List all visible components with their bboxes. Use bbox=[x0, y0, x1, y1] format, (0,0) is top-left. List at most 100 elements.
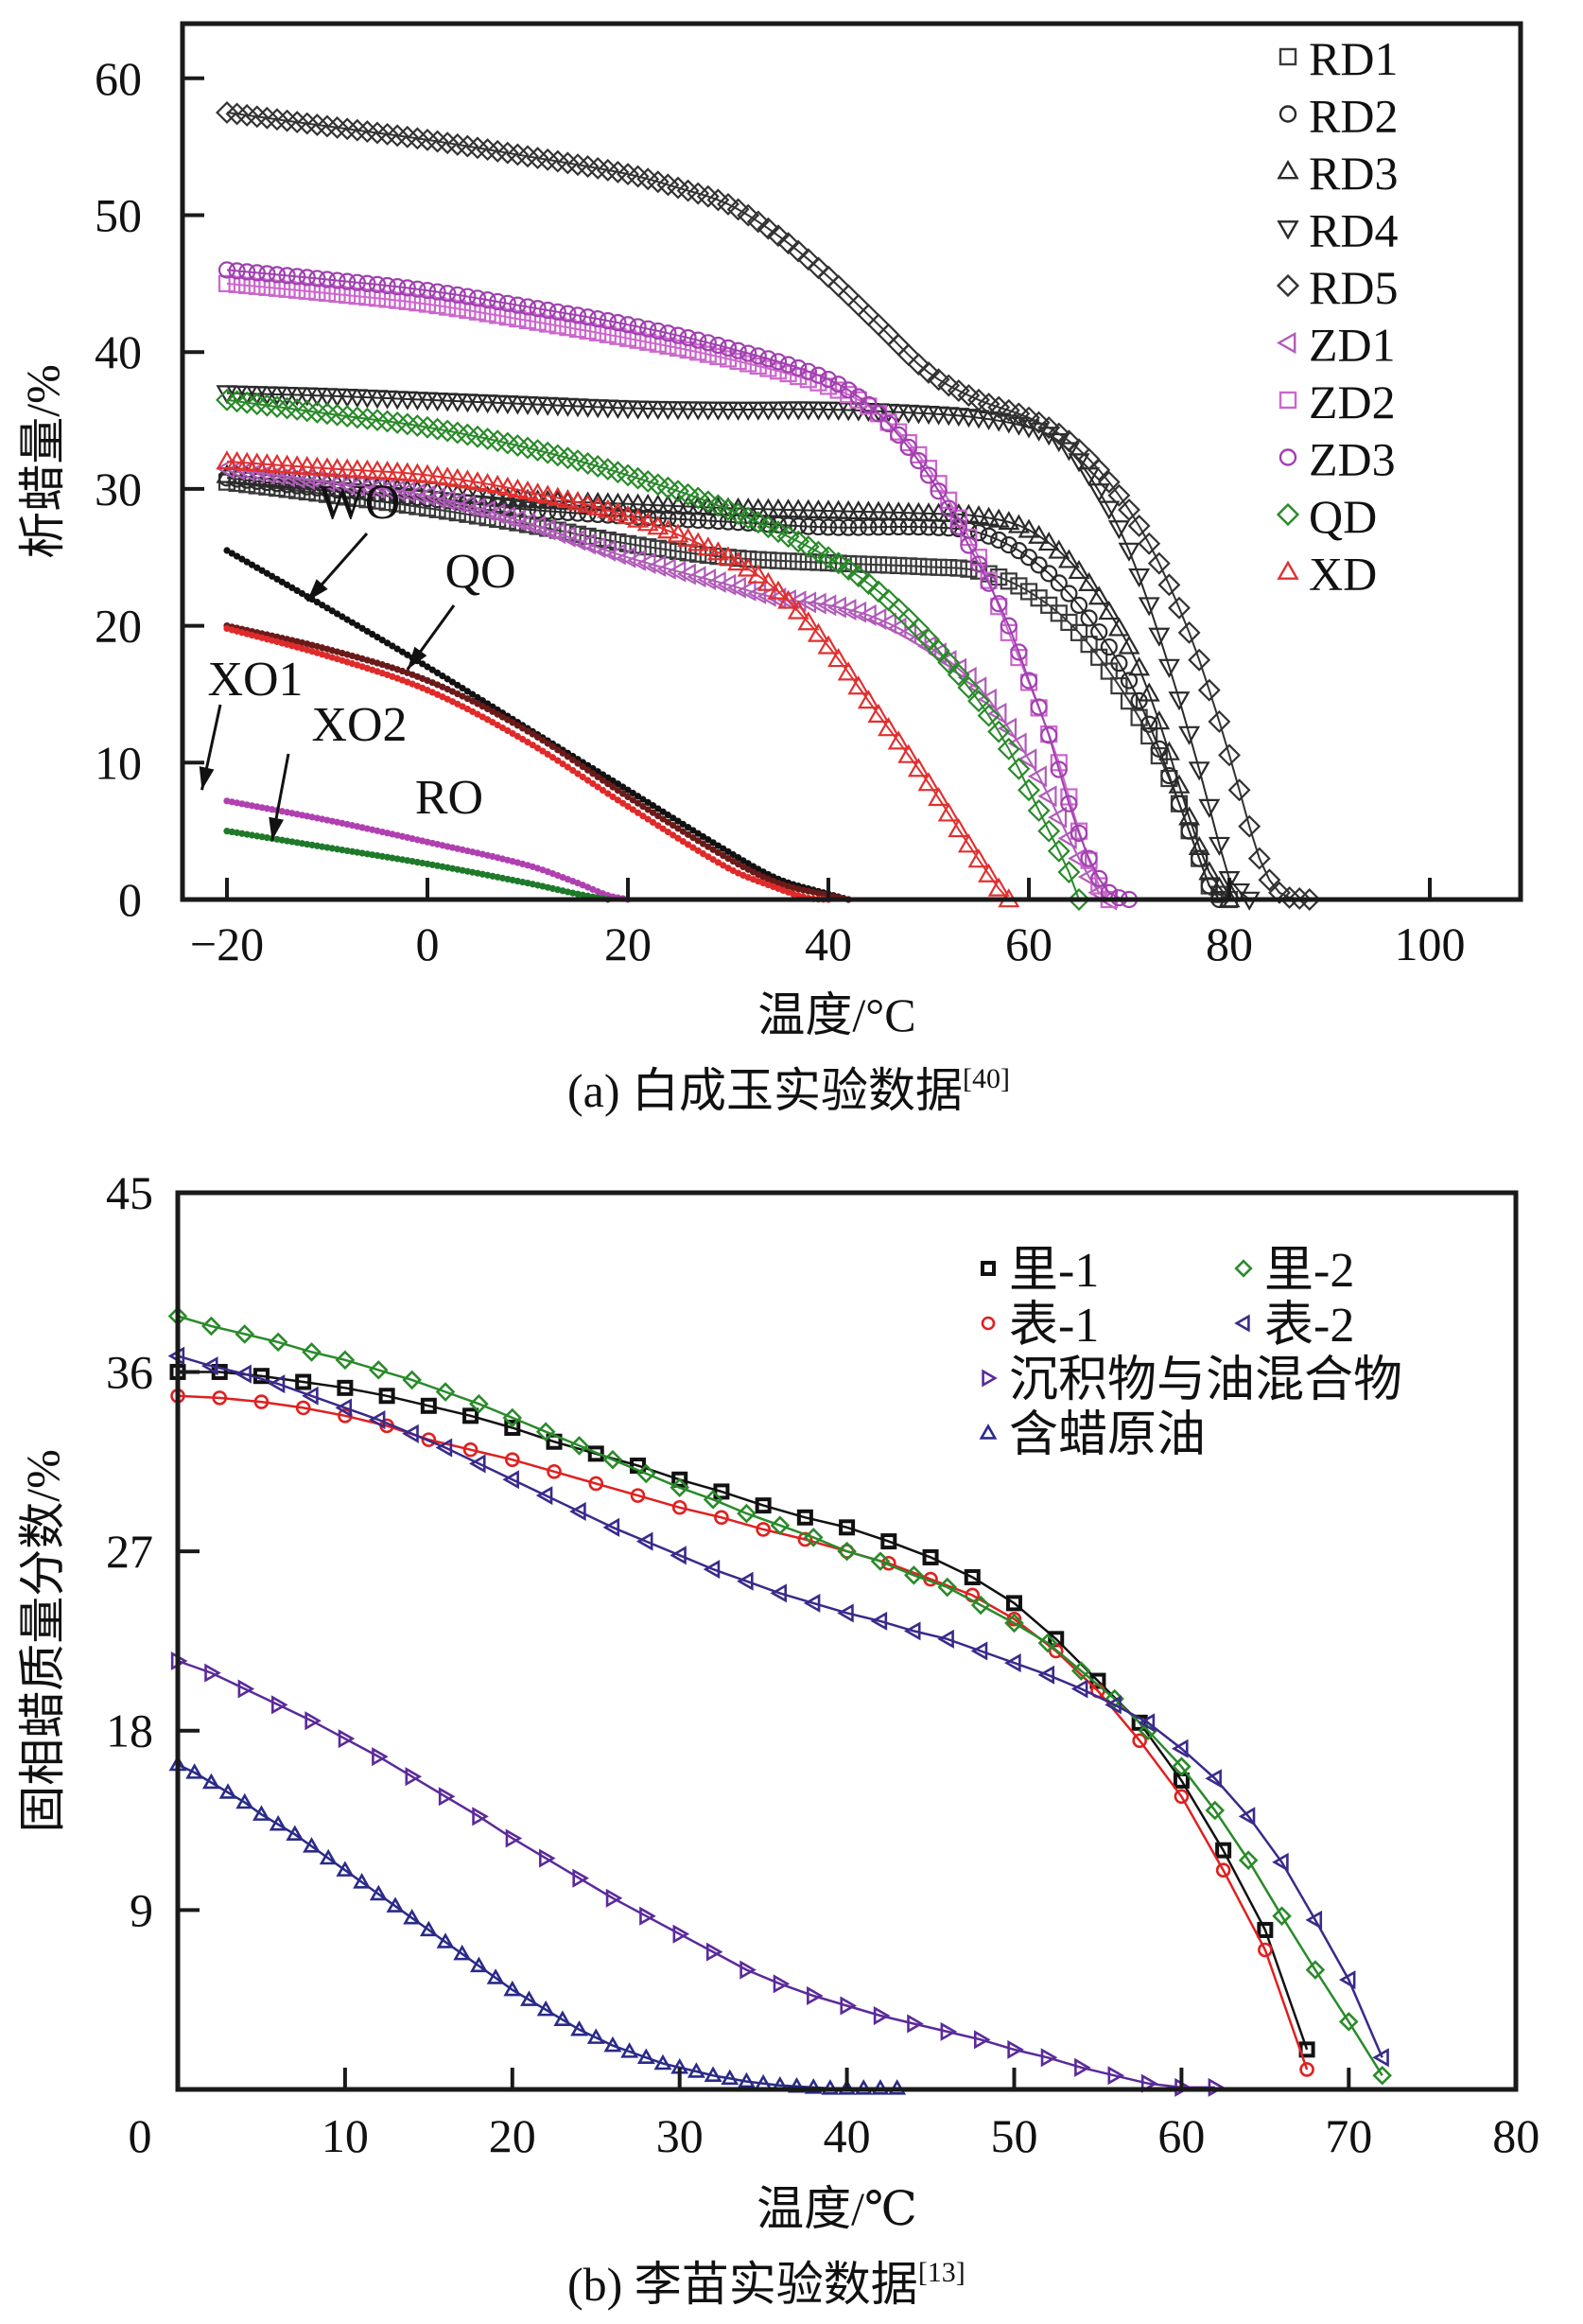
data-point bbox=[554, 757, 562, 764]
data-point bbox=[345, 118, 369, 142]
data-point bbox=[409, 280, 426, 298]
data-point bbox=[940, 2021, 958, 2041]
data-point bbox=[298, 589, 306, 598]
data-point bbox=[536, 2000, 555, 2017]
data-point bbox=[386, 124, 409, 148]
legend-marker-icon bbox=[1276, 331, 1296, 355]
data-point bbox=[679, 828, 687, 835]
data-point bbox=[375, 478, 395, 500]
data-point bbox=[756, 1522, 771, 1537]
data-point bbox=[278, 280, 296, 298]
data-point bbox=[336, 117, 359, 141]
data-point bbox=[635, 793, 642, 800]
legend-marker-icon bbox=[1277, 560, 1299, 580]
panel-b-caption: (b) 李苗实验数据[13] bbox=[567, 2257, 965, 2311]
data-point bbox=[1168, 691, 1191, 711]
legend-marker-icon bbox=[979, 1424, 998, 1440]
data-point bbox=[1100, 638, 1118, 656]
data-point bbox=[1000, 617, 1018, 635]
data-point bbox=[1074, 2057, 1091, 2077]
data-point bbox=[604, 790, 612, 797]
data-point bbox=[469, 1393, 489, 1414]
data-point bbox=[518, 311, 537, 330]
data-point bbox=[1047, 422, 1070, 446]
data-point bbox=[216, 450, 238, 470]
data-point bbox=[518, 298, 537, 316]
data-point bbox=[817, 594, 837, 617]
data-point bbox=[539, 737, 547, 744]
data-point bbox=[837, 558, 861, 581]
data-point bbox=[694, 847, 702, 854]
data-point bbox=[735, 860, 742, 868]
data-point bbox=[644, 798, 652, 806]
data-point bbox=[238, 555, 246, 563]
data-point bbox=[298, 840, 306, 847]
data-point bbox=[548, 754, 557, 761]
data-point bbox=[243, 558, 251, 566]
data-point bbox=[436, 466, 459, 486]
x-tick-label: 20 bbox=[604, 917, 652, 970]
data-point bbox=[218, 1783, 237, 1799]
data-point bbox=[572, 1868, 589, 1888]
series-rd4 bbox=[216, 385, 1261, 911]
data-point bbox=[779, 356, 797, 374]
data-point bbox=[919, 466, 938, 484]
data-point bbox=[624, 793, 632, 801]
data-point bbox=[839, 1519, 856, 1536]
data-point bbox=[494, 721, 501, 729]
data-point bbox=[212, 1390, 228, 1406]
data-point bbox=[819, 371, 838, 389]
data-point bbox=[1138, 597, 1160, 617]
data-point bbox=[827, 648, 850, 668]
data-point bbox=[746, 210, 770, 234]
data-point bbox=[1120, 692, 1139, 710]
data-point bbox=[463, 706, 471, 713]
data-point bbox=[729, 850, 737, 859]
data-point bbox=[339, 287, 357, 305]
data-point bbox=[436, 1932, 455, 1948]
data-point bbox=[714, 848, 722, 857]
data-point bbox=[618, 316, 637, 334]
data-point bbox=[928, 786, 950, 807]
data-point bbox=[504, 726, 512, 735]
data-point bbox=[319, 843, 326, 850]
data-point bbox=[967, 505, 990, 525]
data-point bbox=[679, 329, 697, 347]
data-point bbox=[869, 405, 888, 423]
data-point bbox=[216, 388, 238, 411]
data-point bbox=[228, 262, 246, 280]
data-point bbox=[529, 730, 536, 738]
data-point bbox=[1258, 868, 1281, 892]
data-point bbox=[284, 581, 291, 588]
data-point bbox=[366, 121, 389, 145]
data-point bbox=[659, 808, 667, 815]
y-tick-label: 40 bbox=[95, 325, 142, 378]
data-point bbox=[803, 1528, 824, 1547]
data-point bbox=[609, 314, 627, 332]
data-point bbox=[949, 517, 967, 535]
data-point bbox=[1090, 869, 1108, 887]
data-point bbox=[539, 747, 547, 755]
panel-a-caption: (a) 白成玉实验数据[40] bbox=[567, 1063, 1010, 1117]
data-point bbox=[1057, 442, 1080, 462]
data-point bbox=[406, 463, 428, 482]
data-point bbox=[354, 621, 361, 629]
data-point bbox=[374, 634, 381, 641]
data-point bbox=[907, 628, 927, 651]
data-point bbox=[720, 851, 727, 860]
data-point bbox=[369, 1884, 388, 1901]
data-point bbox=[336, 405, 359, 428]
data-point bbox=[302, 1342, 322, 1362]
legend-item-biao-2: 表-2 bbox=[1234, 1299, 1354, 1353]
data-point bbox=[659, 825, 667, 832]
data-point bbox=[368, 289, 387, 307]
panel-b-series-layer bbox=[167, 1306, 1392, 2097]
data-point bbox=[737, 1571, 754, 1591]
data-point bbox=[469, 708, 477, 715]
data-point bbox=[672, 1924, 690, 1944]
data-point bbox=[877, 612, 896, 635]
data-point bbox=[653, 2053, 672, 2071]
data-point bbox=[687, 2062, 705, 2078]
data-point bbox=[295, 1400, 311, 1416]
data-point bbox=[614, 796, 622, 804]
